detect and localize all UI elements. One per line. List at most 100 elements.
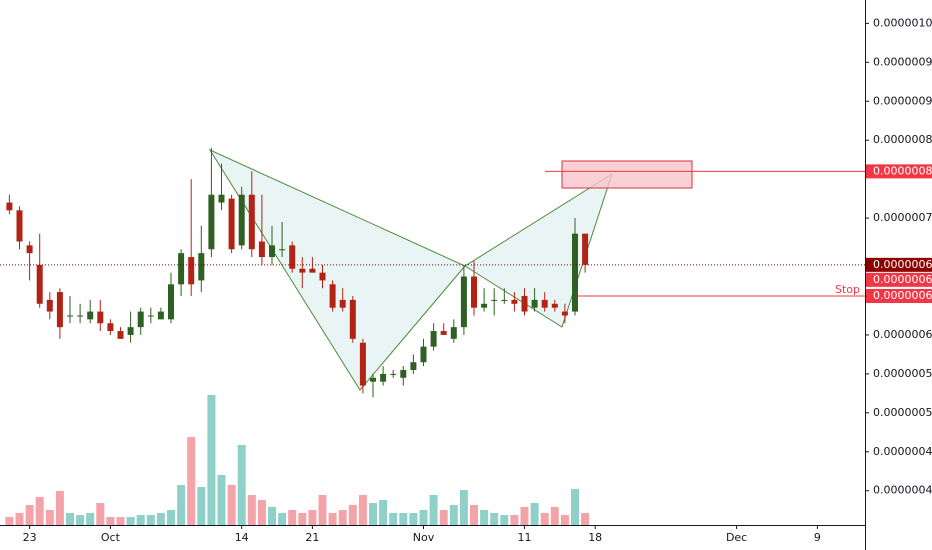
candle-body xyxy=(370,377,376,382)
candle-body xyxy=(46,299,53,312)
candle-body xyxy=(107,323,114,332)
candle-body xyxy=(339,299,346,308)
volume-bar xyxy=(268,507,276,525)
volume-bar xyxy=(419,510,428,525)
candle-body xyxy=(400,369,407,378)
volume-bar xyxy=(45,510,54,525)
price-label: 0.00000065 xyxy=(873,289,932,302)
candle-body xyxy=(279,249,286,251)
price-label-box xyxy=(866,288,932,303)
volume-bar xyxy=(530,503,539,525)
candle-body xyxy=(137,311,144,328)
candle-body xyxy=(299,268,306,273)
candle-body xyxy=(329,284,336,308)
candle-body xyxy=(147,315,154,317)
volume-bar xyxy=(55,491,64,525)
volume-bar xyxy=(237,445,246,525)
volume-bar xyxy=(15,513,24,525)
price-line-layer: Stop xyxy=(0,170,865,297)
volume-bar xyxy=(227,485,236,525)
volume-bar xyxy=(247,495,256,525)
candle-body xyxy=(561,311,568,316)
candle-body xyxy=(157,311,164,320)
price-label-box xyxy=(866,164,932,179)
volume-bar xyxy=(288,510,297,525)
price-label: 0.00000069 xyxy=(873,273,932,286)
volume-bar xyxy=(278,513,287,525)
candle-body xyxy=(6,202,13,211)
price-label-box xyxy=(866,257,932,272)
volume-bar xyxy=(429,495,438,525)
candle-body xyxy=(390,373,397,375)
volume-bar xyxy=(389,513,398,525)
volume-bar xyxy=(520,507,529,525)
candle-body xyxy=(349,299,356,339)
volume-bar xyxy=(500,515,509,525)
volume-bar xyxy=(257,500,266,525)
candle-body xyxy=(491,299,498,301)
y-tick-label: 0.00000045 xyxy=(873,445,932,458)
volume-bar xyxy=(318,495,327,525)
y-tick-label: 0.00000095 xyxy=(873,55,932,68)
volume-bar xyxy=(86,513,95,525)
annotation: Stop xyxy=(835,283,860,296)
candle-body xyxy=(208,194,215,250)
target-zone xyxy=(561,160,693,189)
volume-bar xyxy=(560,515,569,525)
candle-body xyxy=(572,233,578,312)
volume-bar xyxy=(571,489,579,525)
price-label: 0.00000081 xyxy=(873,164,932,177)
candle-body xyxy=(551,303,558,308)
volume-bar xyxy=(550,507,559,525)
volume-bar xyxy=(136,515,145,525)
candle-body xyxy=(420,346,427,363)
candle-body xyxy=(410,362,417,370)
volume-bar xyxy=(156,513,165,525)
volume-bar xyxy=(187,437,196,525)
x-tick-label: Oct xyxy=(101,531,121,544)
volume-bar xyxy=(126,517,135,525)
y-tick-label: 0.00000085 xyxy=(873,133,932,146)
volume-bar xyxy=(35,497,44,525)
candle-body xyxy=(198,253,205,281)
volume-bar xyxy=(76,515,85,525)
candle-body xyxy=(248,194,255,250)
volume-bar xyxy=(146,515,155,525)
x-tick-label: 9 xyxy=(814,531,821,544)
pattern-triangle xyxy=(208,148,466,391)
candle-body xyxy=(430,331,437,347)
y-tick-label: 0.00000075 xyxy=(873,211,932,224)
candle-body xyxy=(460,276,467,328)
x-tick-label: 18 xyxy=(588,531,602,544)
volume-bar xyxy=(369,503,377,525)
volume-bar xyxy=(116,517,125,525)
candle-body xyxy=(127,327,134,335)
candle-body xyxy=(309,268,316,273)
x-tick-label: Nov xyxy=(413,531,435,544)
volume-bar xyxy=(298,513,307,525)
candle-layer xyxy=(6,147,589,398)
candle-body xyxy=(521,295,528,312)
volume-bar xyxy=(379,500,388,525)
candle-body xyxy=(440,331,447,335)
volume-bar xyxy=(207,395,216,525)
candle-body xyxy=(178,253,185,285)
volume-bar xyxy=(510,515,519,525)
candle-body xyxy=(501,299,508,301)
candle-body xyxy=(582,233,589,265)
candle-body xyxy=(168,284,174,320)
candle-body xyxy=(188,257,195,285)
volume-bar xyxy=(177,485,186,525)
candle-body xyxy=(56,292,63,328)
volume-bar xyxy=(490,513,499,525)
candle-body xyxy=(541,299,548,308)
volume-bar xyxy=(106,517,115,525)
volume-bar xyxy=(470,505,478,525)
volume-bar xyxy=(328,513,337,525)
candle-body xyxy=(26,245,33,254)
